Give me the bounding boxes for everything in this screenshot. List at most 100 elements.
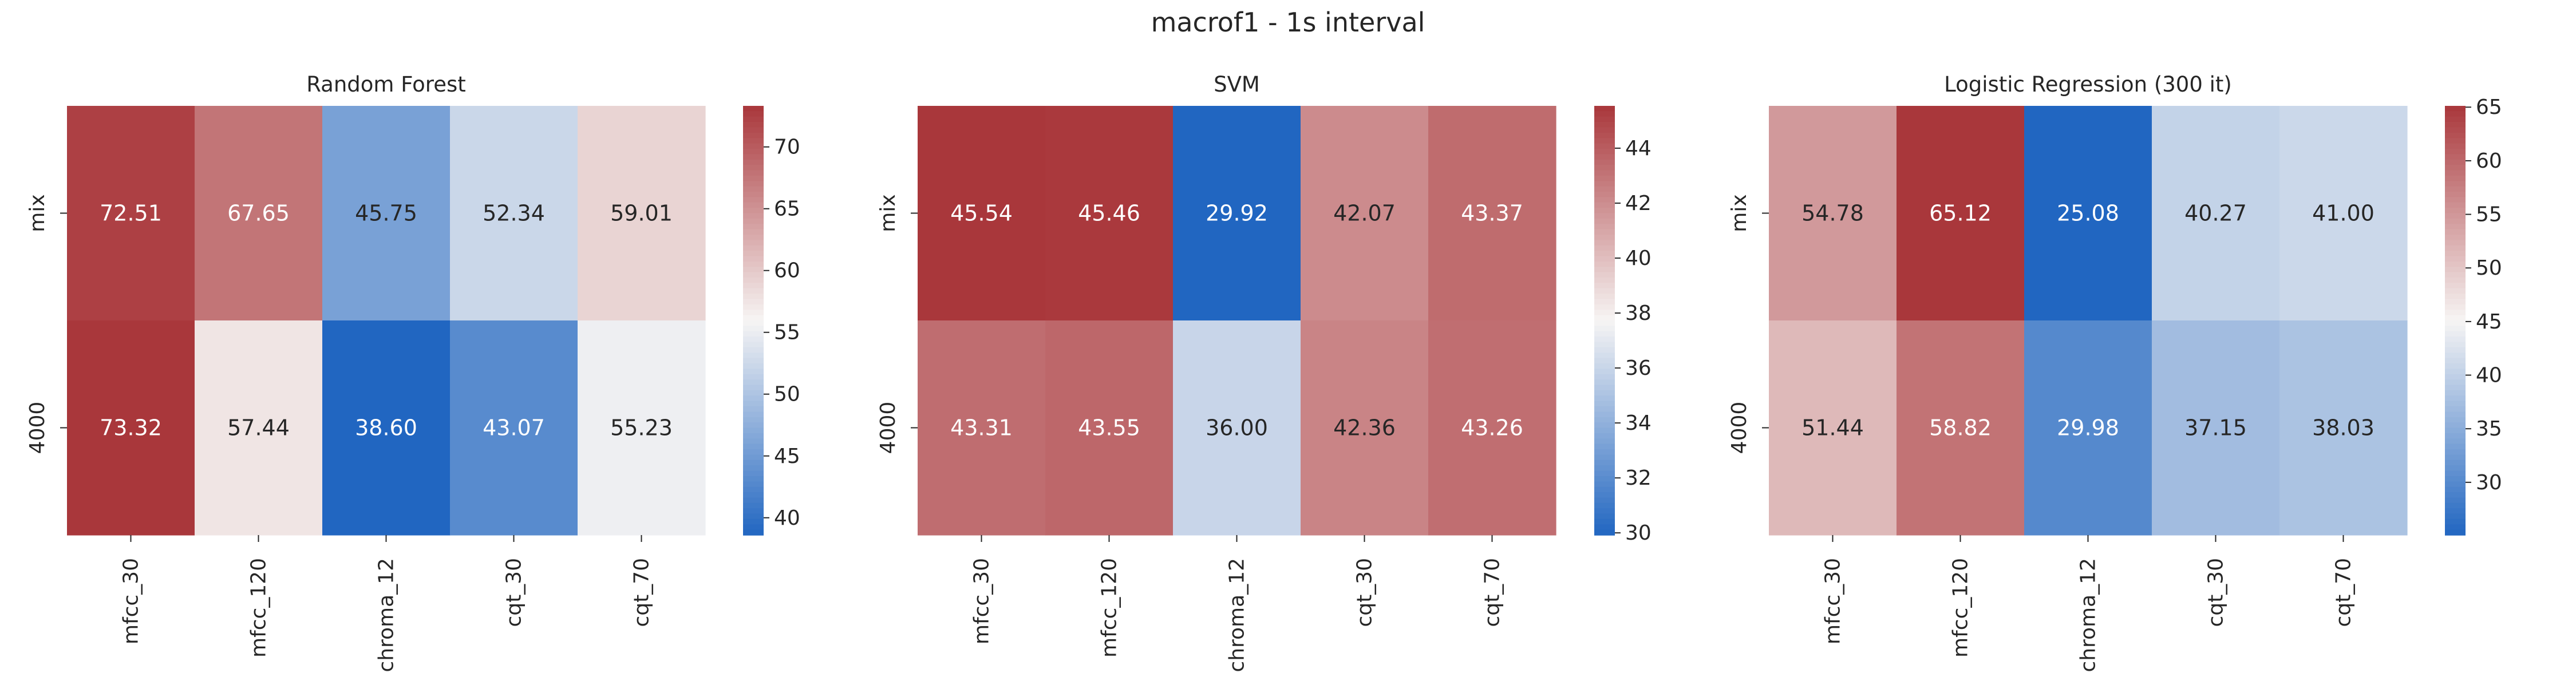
x-tick-label: mfcc_120 xyxy=(1949,558,1973,658)
colorbar-segment xyxy=(1594,395,1615,402)
colorbar-segment xyxy=(2445,513,2466,520)
colorbar-segment xyxy=(2445,438,2466,445)
cell-value-label: 36.00 xyxy=(1206,415,1268,441)
colorbar-segment xyxy=(743,251,764,257)
cell-value-label: 29.98 xyxy=(2057,415,2119,441)
colorbar-segment xyxy=(1594,529,1615,536)
colorbar-segment xyxy=(2445,208,2466,214)
colorbar-tick-label: 50 xyxy=(774,383,800,406)
y-tick-label: 4000 xyxy=(1728,402,1751,454)
colorbar-segment xyxy=(2445,272,2466,278)
colorbar-segment xyxy=(1594,492,1615,498)
colorbar-segment xyxy=(743,202,764,208)
colorbar-segment xyxy=(1594,518,1615,525)
colorbar-segment xyxy=(743,481,764,488)
colorbar-segment xyxy=(1594,235,1615,241)
cell-value-label: 29.92 xyxy=(1206,201,1268,226)
heatmap-cell xyxy=(1173,106,1301,321)
colorbar-segment xyxy=(2445,320,2466,327)
cell-value-label: 45.46 xyxy=(1078,201,1140,226)
cell-value-label: 55.23 xyxy=(610,415,673,441)
colorbar-segment xyxy=(1594,449,1615,456)
colorbar-segment xyxy=(743,486,764,493)
colorbar-segment xyxy=(2445,331,2466,337)
cell-value-label: 43.31 xyxy=(950,415,1013,441)
heatmap-cell xyxy=(1173,320,1301,536)
colorbar-segment xyxy=(743,261,764,268)
colorbar-segment xyxy=(1594,288,1615,294)
y-tick-label: mix xyxy=(876,194,900,232)
colorbar-segment xyxy=(2445,138,2466,144)
colorbar-segment xyxy=(743,508,764,514)
colorbar-segment xyxy=(743,111,764,117)
cell-value-label: 73.32 xyxy=(100,415,162,441)
colorbar-tick-label: 36 xyxy=(1625,357,1652,380)
colorbar-segment xyxy=(1594,106,1615,112)
colorbar-segment xyxy=(1594,240,1615,246)
colorbar-segment xyxy=(2445,326,2466,332)
colorbar-segment xyxy=(2445,310,2466,316)
colorbar-segment xyxy=(743,529,764,536)
heatmap-cell xyxy=(578,320,706,536)
colorbar-segment xyxy=(743,518,764,525)
colorbar-segment xyxy=(1594,159,1615,165)
colorbar-segment xyxy=(743,347,764,354)
colorbar-segment xyxy=(743,159,764,165)
cell-value-label: 38.60 xyxy=(355,415,417,441)
colorbar-segment xyxy=(1594,251,1615,257)
colorbar-tick-label: 44 xyxy=(1625,137,1652,160)
heatmap-cell xyxy=(2279,320,2408,536)
heatmap-cell xyxy=(450,106,578,321)
heatmap-cell xyxy=(1428,320,1556,536)
colorbar-segment xyxy=(2445,470,2466,477)
heatmap-cell xyxy=(2024,106,2152,321)
colorbar-segment xyxy=(1594,304,1615,311)
colorbar-tick-label: 45 xyxy=(2476,310,2502,334)
colorbar-segment xyxy=(1594,476,1615,482)
colorbar-segment xyxy=(743,127,764,133)
colorbar-segment xyxy=(743,186,764,192)
colorbar-segment xyxy=(1594,336,1615,343)
heatmap-cell xyxy=(2152,106,2280,321)
colorbar-tick-label: 40 xyxy=(2476,364,2502,387)
heatmap-cell xyxy=(1301,106,1429,321)
colorbar-segment xyxy=(2445,122,2466,128)
colorbar-segment xyxy=(1594,294,1615,300)
colorbar-segment xyxy=(743,197,764,203)
colorbar-segment xyxy=(2445,283,2466,289)
colorbar-segment xyxy=(1594,326,1615,332)
colorbar-segment xyxy=(743,213,764,219)
colorbar-segment xyxy=(1594,315,1615,321)
colorbar-segment xyxy=(2445,304,2466,311)
colorbar-segment xyxy=(743,283,764,289)
colorbar-segment xyxy=(743,513,764,520)
colorbar-segment xyxy=(743,175,764,182)
x-tick-label: mfcc_30 xyxy=(1822,558,1845,644)
colorbar-segment xyxy=(2445,460,2466,466)
colorbar-segment xyxy=(743,132,764,139)
colorbar-segment xyxy=(743,224,764,230)
y-tick-label: mix xyxy=(1728,194,1751,232)
subplot-title: Logistic Regression (300 it) xyxy=(1944,72,2232,97)
colorbar-segment xyxy=(1594,283,1615,289)
colorbar-segment xyxy=(2445,454,2466,461)
colorbar-segment xyxy=(1594,502,1615,509)
x-tick-label: mfcc_30 xyxy=(970,558,994,644)
colorbar-tick-label: 60 xyxy=(2476,149,2502,173)
colorbar-segment xyxy=(1594,218,1615,225)
colorbar-segment xyxy=(2445,240,2466,246)
colorbar-segment xyxy=(1594,261,1615,268)
heatmap-cell xyxy=(2024,320,2152,536)
colorbar-segment xyxy=(1594,358,1615,364)
cell-value-label: 43.37 xyxy=(1461,201,1523,226)
figure-title: macrof1 - 1s interval xyxy=(1151,7,1425,38)
subplot-title: Random Forest xyxy=(306,72,466,97)
heatmap-cell xyxy=(918,320,1046,536)
colorbar-segment xyxy=(1594,508,1615,514)
colorbar-segment xyxy=(1594,497,1615,504)
colorbar-segment xyxy=(743,427,764,434)
colorbar-segment xyxy=(743,138,764,144)
colorbar-segment xyxy=(1594,444,1615,450)
x-tick-label: mfcc_30 xyxy=(120,558,143,644)
heatmap-cell xyxy=(1897,106,2025,321)
